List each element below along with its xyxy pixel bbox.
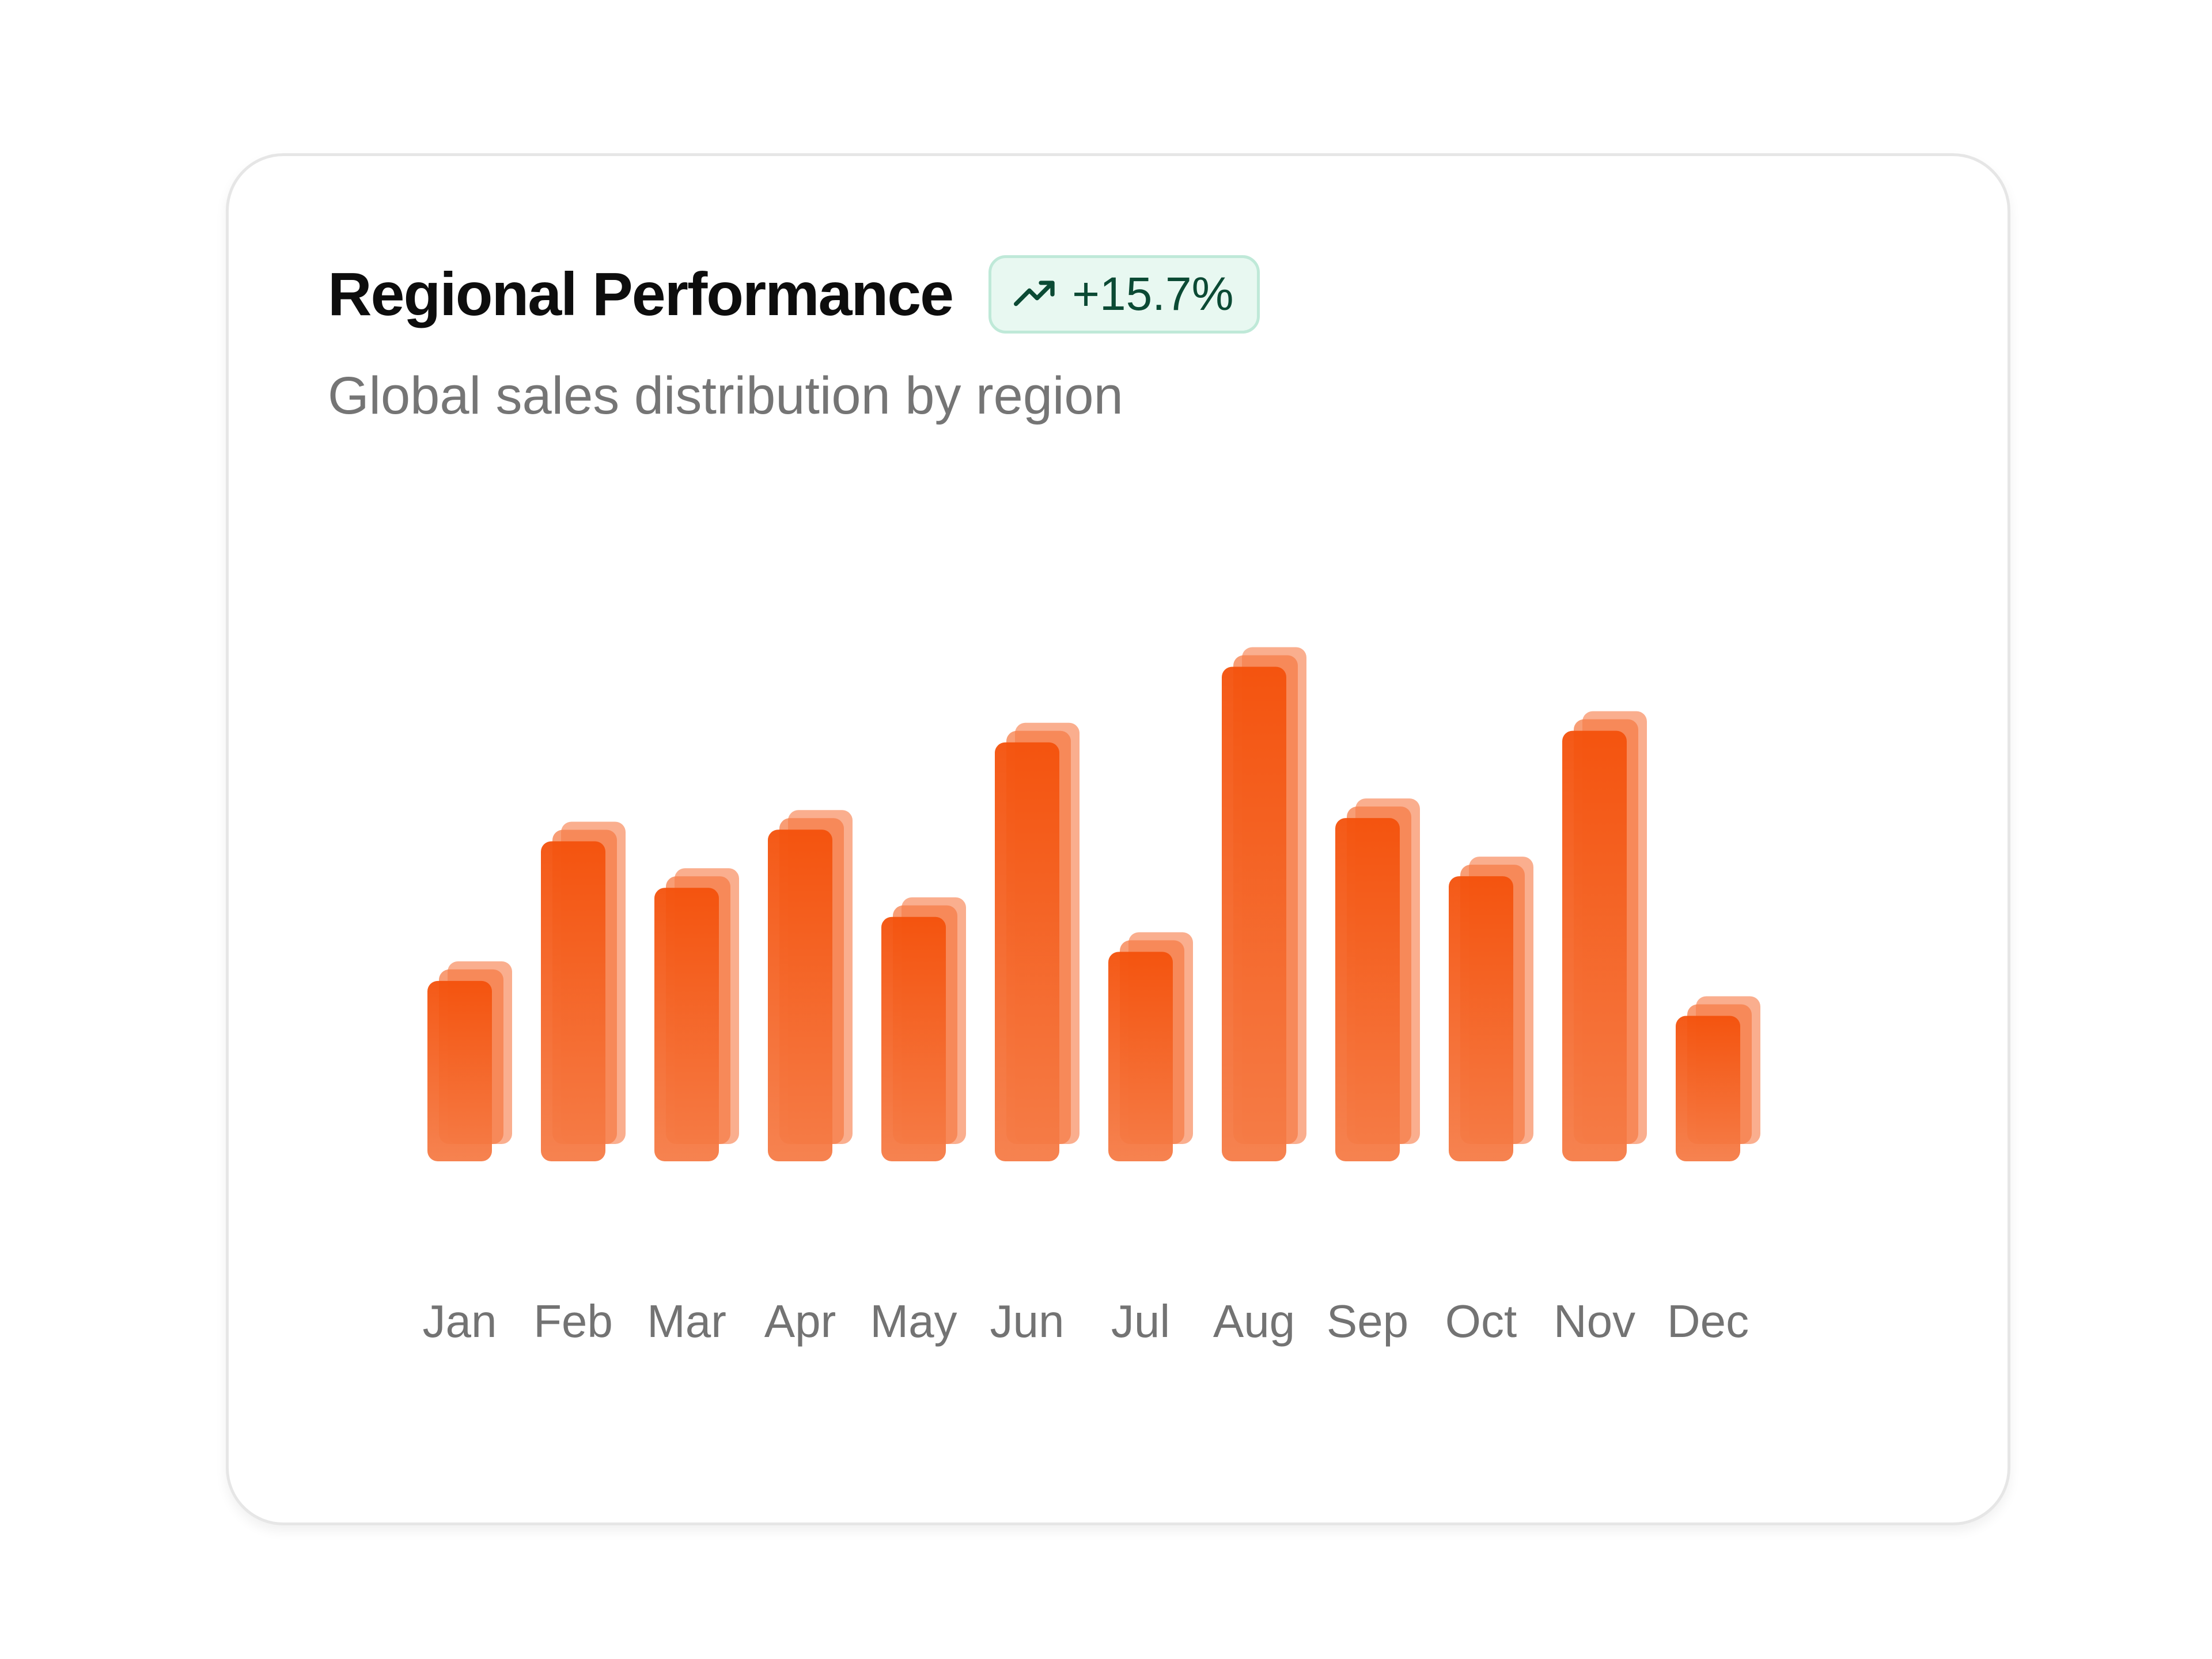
- x-tick-dec: Dec: [1667, 1296, 1749, 1347]
- x-tick-mar: Mar: [647, 1296, 726, 1347]
- trend-badge: +15.7%: [988, 255, 1260, 334]
- card-header: Regional Performance +15.7%: [328, 255, 1260, 334]
- bar-jun[interactable]: [995, 742, 1059, 1161]
- x-axis-ticks: Jan Feb Mar Apr May Jun Jul Aug Sep Oct Nov Dec: [423, 1296, 1749, 1347]
- bar-aug[interactable]: [1222, 666, 1286, 1162]
- x-tick-nov: Nov: [1554, 1296, 1635, 1347]
- x-tick-apr: Apr: [764, 1296, 836, 1347]
- x-tick-oct: Oct: [1445, 1296, 1517, 1347]
- x-tick-may: May: [870, 1296, 957, 1347]
- bar-feb[interactable]: [541, 841, 605, 1162]
- x-tick-sep: Sep: [1327, 1296, 1408, 1347]
- trend-value: +15.7%: [1072, 268, 1234, 320]
- x-tick-jan: Jan: [423, 1296, 497, 1347]
- chart-title: Regional Performance: [328, 260, 954, 328]
- bar-apr[interactable]: [768, 830, 832, 1161]
- trending-up-icon: [1014, 281, 1055, 306]
- bars-group: [427, 647, 1760, 1162]
- bar-chart: Jan Feb Mar Apr May Jun Jul Aug Sep Oct Nov Dec: [423, 647, 1760, 1347]
- bar-jan[interactable]: [427, 980, 492, 1161]
- bar-oct[interactable]: [1449, 876, 1513, 1161]
- bar-mar[interactable]: [654, 888, 719, 1161]
- x-tick-feb: Feb: [533, 1296, 613, 1347]
- x-tick-aug: Aug: [1213, 1296, 1295, 1347]
- bar-dec[interactable]: [1676, 1016, 1740, 1162]
- x-tick-jul: Jul: [1111, 1296, 1170, 1347]
- bar-nov[interactable]: [1562, 730, 1627, 1161]
- x-tick-jun: Jun: [990, 1296, 1065, 1347]
- bar-jul[interactable]: [1108, 952, 1173, 1161]
- bar-sep[interactable]: [1335, 818, 1400, 1161]
- chart-card: Regional Performance +15.7% Global sales…: [226, 153, 2010, 1525]
- chart-subtitle: Global sales distribution by region: [328, 366, 1123, 425]
- bar-may[interactable]: [881, 916, 946, 1161]
